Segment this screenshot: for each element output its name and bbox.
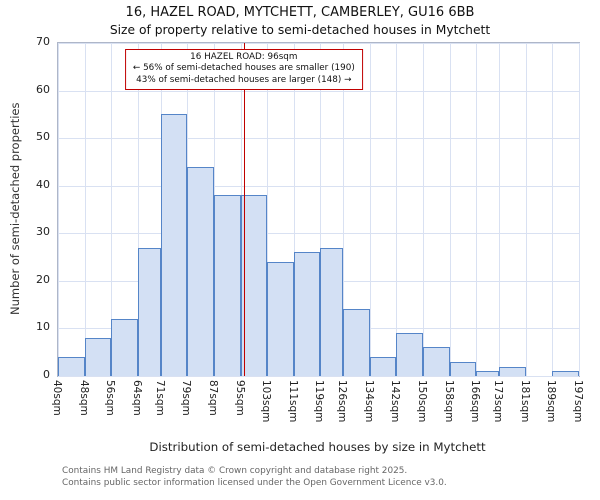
gridline [320, 43, 322, 376]
histogram-bar [160, 114, 188, 376]
gridline [499, 43, 501, 376]
gridline [137, 43, 139, 376]
histogram-bar [449, 361, 477, 376]
plot-area: 16 HAZEL ROAD: 96sqm ← 56% of semi-detac… [57, 42, 580, 377]
histogram-bar [552, 371, 579, 376]
marker-line [243, 43, 246, 376]
y-tick-label: 50 [36, 130, 50, 144]
footer: Contains HM Land Registry data © Crown c… [62, 466, 600, 489]
gridline [84, 43, 86, 376]
x-tick-label: 166sqm [469, 380, 482, 423]
x-tick-label: 197sqm [572, 380, 584, 423]
x-tick-label: 111sqm [286, 380, 299, 423]
histogram-bar [58, 356, 85, 376]
gridline [423, 43, 425, 376]
gridline [58, 43, 59, 376]
gridline [552, 43, 554, 376]
histogram-bar [343, 309, 370, 376]
x-tick-label: 103sqm [260, 380, 273, 423]
gridline [58, 138, 579, 140]
gridline [58, 376, 579, 377]
histogram-bar [499, 366, 526, 376]
histogram-bar [187, 166, 214, 376]
gridline [579, 43, 580, 376]
x-tick-label: 87sqm [206, 380, 219, 416]
gridline [58, 43, 579, 44]
gridline [267, 43, 269, 376]
histogram-bar [267, 261, 294, 376]
histogram-bar [369, 356, 397, 376]
x-tick-label: 181sqm [518, 380, 531, 423]
y-tick-label: 0 [43, 368, 50, 381]
annotation-larger: 43% of semi-detached houses are larger (… [136, 74, 352, 85]
gridline [369, 43, 371, 376]
footer-line-1: Contains HM Land Registry data © Crown c… [62, 466, 408, 476]
gridline [58, 185, 579, 187]
x-tick-label: 56sqm [104, 380, 117, 416]
gridline [293, 43, 295, 376]
y-tick-label: 30 [36, 225, 50, 239]
histogram-bar [476, 371, 500, 376]
y-tick-label: 70 [36, 35, 50, 48]
gridline [58, 90, 579, 92]
histogram-bar [213, 195, 241, 376]
x-tick-label: 79sqm [180, 380, 193, 416]
x-tick-label: 126sqm [336, 380, 349, 423]
footer-line-2: Contains public sector information licen… [62, 477, 447, 488]
x-tick-label: 173sqm [492, 380, 505, 423]
y-tick-label: 10 [36, 320, 50, 334]
histogram-bar [320, 247, 344, 376]
x-tick-label: 189sqm [545, 380, 558, 423]
x-tick-label: 40sqm [51, 380, 63, 416]
x-tick-label: 150sqm [416, 380, 429, 423]
y-tick-label: 40 [36, 177, 50, 191]
annotation-property: 16 HAZEL ROAD: 96sqm [190, 52, 298, 62]
gridline [449, 43, 451, 376]
gridline [111, 43, 113, 376]
gridline [476, 43, 478, 376]
x-tick-label: 48sqm [77, 380, 90, 416]
histogram-bar [396, 333, 424, 376]
histogram-bar [293, 252, 321, 376]
gridline [396, 43, 398, 376]
x-tick-label: 71sqm [153, 380, 166, 416]
annotation-smaller: ← 56% of semi-detached houses are smalle… [132, 63, 355, 74]
histogram-bar [84, 337, 112, 376]
y-tick-label: 20 [36, 272, 50, 286]
x-tick-label: 142sqm [389, 380, 402, 423]
chart-title: 16, HAZEL ROAD, MYTCHETT, CAMBERLEY, GU1… [125, 5, 475, 20]
gridline [58, 233, 579, 235]
x-axis-label: Distribution of semi-detached houses by … [149, 440, 486, 454]
histogram-bar [137, 247, 161, 376]
chart-subtitle: Size of property relative to semi-detach… [109, 23, 491, 37]
y-tick-label: 60 [36, 82, 50, 96]
x-tick-label: 119sqm [313, 380, 326, 423]
x-tick-label: 64sqm [130, 380, 143, 416]
gridline [525, 43, 527, 376]
histogram-bar [423, 347, 450, 376]
gridline [343, 43, 345, 376]
histogram-bar [111, 318, 138, 376]
x-tick-label: 134sqm [362, 380, 375, 423]
x-tick-label: 95sqm [233, 380, 246, 416]
x-tick-label: 158sqm [442, 380, 455, 423]
annotation-box: 16 HAZEL ROAD: 96sqm ← 56% of semi-detac… [124, 49, 363, 91]
